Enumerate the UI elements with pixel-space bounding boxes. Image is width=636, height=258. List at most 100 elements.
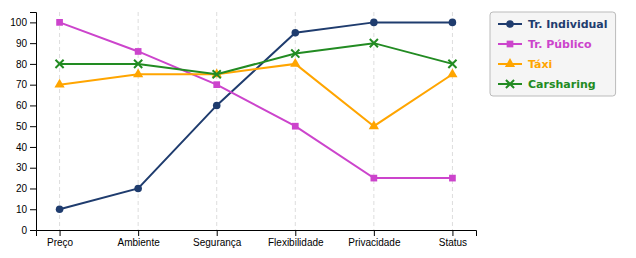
x-tick-mark xyxy=(374,230,375,236)
legend-label: Táxi xyxy=(528,58,552,71)
legend-item: Carsharing xyxy=(498,78,596,91)
x-tick-mark xyxy=(138,230,139,236)
y-tick: 30 xyxy=(16,162,36,173)
point-marker xyxy=(370,39,378,47)
x-tick-mark xyxy=(295,230,296,236)
x-tick: Segurança xyxy=(193,230,242,248)
point-marker xyxy=(369,120,379,129)
y-tick: 100 xyxy=(10,17,36,28)
y-tick: 20 xyxy=(16,183,36,194)
x-tick-label: Ambiente xyxy=(118,237,161,248)
chart-container: Preço Ambiente Segurança Flexibilidade Priva… xyxy=(0,0,636,258)
legend-label: Tr. Individual xyxy=(528,18,608,31)
y-tick: 90 xyxy=(16,38,36,49)
x-tick: Preço xyxy=(47,230,74,248)
x-tick: Ambiente xyxy=(118,230,161,248)
y-tick-label: 60 xyxy=(16,100,28,111)
y-tick-label: 0 xyxy=(21,225,27,236)
legend-item: Tr. Público xyxy=(498,38,592,51)
point-marker xyxy=(134,185,142,193)
legend-label: Tr. Público xyxy=(528,38,592,51)
legend-marker xyxy=(507,41,514,48)
grid-line xyxy=(216,12,217,230)
y-tick: 0 xyxy=(21,225,36,236)
x-tick: Privacidade xyxy=(348,230,401,248)
y-tick-mark xyxy=(30,209,36,210)
point-marker xyxy=(133,68,143,77)
x-tick: Status xyxy=(439,230,467,248)
legend-box xyxy=(490,12,616,96)
y-tick-label: 50 xyxy=(16,121,28,132)
point-marker xyxy=(448,60,456,68)
y-tick: 70 xyxy=(16,79,36,90)
y-tick-label: 40 xyxy=(16,142,28,153)
y-tick: 60 xyxy=(16,100,36,111)
x-tick-mark xyxy=(452,230,453,236)
point-marker xyxy=(213,81,220,88)
x-axis-line xyxy=(37,231,477,237)
point-marker xyxy=(292,123,299,130)
legend: Tr. Individual Tr. Público Táxi Carsharing xyxy=(490,12,616,96)
y-tick-mark xyxy=(30,22,36,23)
x-tick-mark xyxy=(217,230,218,236)
y-tick-mark xyxy=(30,168,36,169)
y-tick-mark xyxy=(30,188,36,189)
x-axis: Preço Ambiente Segurança Flexibilidade Priva… xyxy=(37,230,477,248)
y-tick-label: 20 xyxy=(16,183,28,194)
legend-item: Tr. Individual xyxy=(498,18,608,31)
point-marker xyxy=(449,19,457,27)
y-tick-mark xyxy=(30,230,36,231)
x-tick-label: Flexibilidade xyxy=(268,237,324,248)
point-marker xyxy=(290,58,300,67)
point-marker xyxy=(447,68,457,77)
point-marker xyxy=(291,49,299,57)
point-marker xyxy=(56,19,63,26)
series-line xyxy=(60,64,453,126)
point-marker xyxy=(449,175,456,182)
point-marker xyxy=(56,205,64,213)
point-marker xyxy=(213,102,221,110)
y-tick-label: 10 xyxy=(16,204,28,215)
y-tick-mark xyxy=(30,126,36,127)
y-tick-label: 70 xyxy=(16,79,28,90)
x-tick-label: Status xyxy=(439,237,467,248)
plot-root: Preço Ambiente Segurança Flexibilidade Priva… xyxy=(10,12,476,248)
point-marker xyxy=(54,79,64,88)
legend-item: Táxi xyxy=(498,58,552,71)
x-tick-mark xyxy=(60,230,61,236)
y-tick-label: 30 xyxy=(16,162,28,173)
x-tick: Flexibilidade xyxy=(268,230,324,248)
y-axis-line xyxy=(30,13,37,231)
y-tick-label: 90 xyxy=(16,38,28,49)
point-marker xyxy=(292,29,300,37)
y-tick-label: 80 xyxy=(16,59,28,70)
marks xyxy=(54,19,457,213)
y-tick-mark xyxy=(30,43,36,44)
series-line xyxy=(60,22,453,209)
grid-line xyxy=(138,12,139,230)
y-tick-mark xyxy=(30,105,36,106)
x-tick-label: Preço xyxy=(47,237,74,248)
y-tick: 80 xyxy=(16,59,36,70)
grid-line xyxy=(59,12,60,230)
x-tick-label: Segurança xyxy=(193,237,242,248)
y-tick-mark xyxy=(30,147,36,148)
chart-svg: Preço Ambiente Segurança Flexibilidade Priva… xyxy=(0,0,636,258)
y-axis: 0 10 20 30 40 50 60 70 80 90 100 xyxy=(10,13,36,236)
series-line xyxy=(60,22,453,178)
legend-marker xyxy=(505,58,515,67)
y-tick-mark xyxy=(30,64,36,65)
legend-marker xyxy=(506,20,514,28)
series-line xyxy=(60,43,453,74)
point-marker xyxy=(371,175,378,182)
point-marker xyxy=(135,48,142,55)
grid-line xyxy=(295,12,296,230)
point-marker xyxy=(370,19,378,27)
grid-line xyxy=(452,12,453,230)
y-tick: 10 xyxy=(16,204,36,215)
y-tick-mark xyxy=(30,85,36,86)
point-marker xyxy=(55,60,63,68)
legend-label: Carsharing xyxy=(528,78,596,91)
y-tick: 40 xyxy=(16,142,36,153)
point-marker xyxy=(134,60,142,68)
